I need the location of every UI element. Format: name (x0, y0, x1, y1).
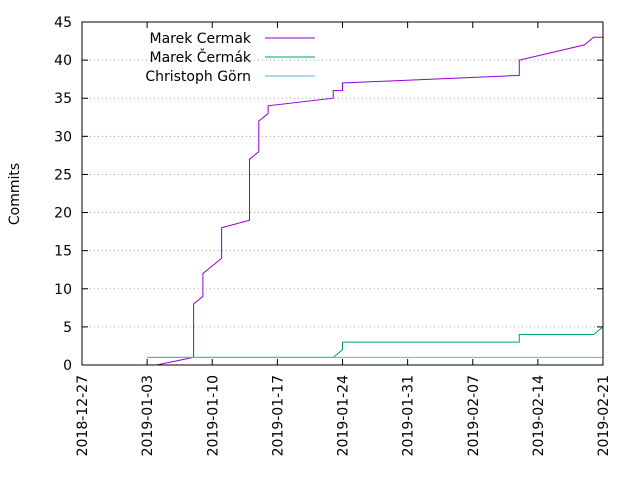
x-tick-label: 2019-01-17 (270, 375, 286, 456)
y-axis-label: Commits (7, 163, 23, 225)
y-tick-label: 0 (63, 358, 72, 374)
y-tick-label: 5 (63, 320, 72, 336)
legend-label: Marek Cermak (150, 31, 252, 47)
series-lines (147, 22, 604, 366)
x-tick-label: 2018-12-27 (75, 375, 91, 456)
x-tick-label: 2019-01-24 (336, 375, 352, 456)
y-tick-label: 15 (54, 244, 72, 260)
x-tick-label: 2019-02-07 (466, 375, 482, 456)
y-tick-label: 30 (54, 129, 72, 145)
plot-border (81, 21, 604, 366)
y-tick-label: 25 (54, 167, 72, 183)
grid-lines (82, 59, 603, 328)
y-tick-label: 10 (54, 282, 72, 298)
legend-label: Christoph Görn (145, 69, 251, 85)
y-tick-label: 35 (54, 91, 72, 107)
x-tick-label: 2019-01-31 (401, 375, 417, 456)
tick-labels: 0 5 10 15 20 25 30 35 40 45 2018-12-27 2019-01-03 20… (54, 15, 612, 456)
legend-label: Marek Čermák (150, 48, 252, 66)
series-line-0 (156, 22, 604, 366)
y-tick-label: 20 (54, 206, 72, 222)
y-tick-label: 45 (54, 15, 72, 31)
x-tick-label: 2019-02-14 (531, 375, 547, 456)
y-tick-label: 40 (54, 53, 72, 69)
x-tick-label: 2019-01-03 (140, 375, 156, 456)
x-tick-label: 2019-01-10 (205, 375, 221, 456)
series-line-1 (147, 319, 604, 358)
x-tick-label: 2019-02-21 (596, 375, 612, 456)
